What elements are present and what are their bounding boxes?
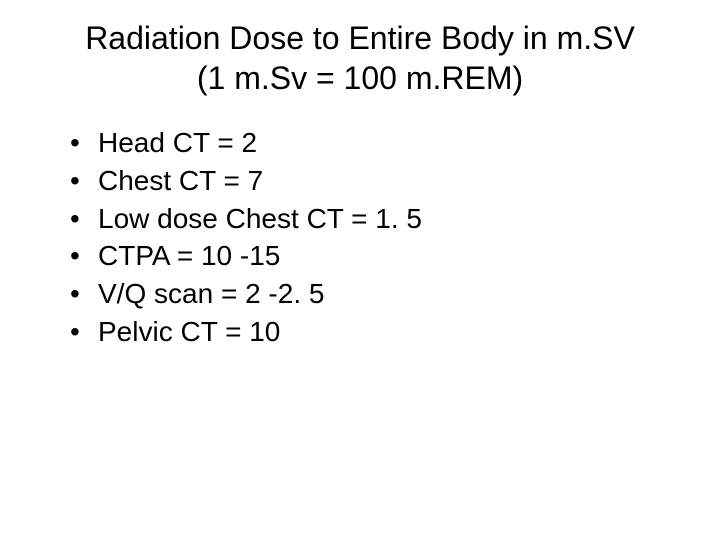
title-line-1: Radiation Dose to Entire Body in m.SV [85,20,635,56]
slide: Radiation Dose to Entire Body in m.SV (1… [0,0,720,540]
title-line-2: (1 m.Sv = 100 m.REM) [197,60,523,96]
list-item: • Chest CT = 7 [70,162,720,200]
slide-title: Radiation Dose to Entire Body in m.SV (1… [40,18,680,98]
list-item: • Head CT = 2 [70,124,720,162]
list-item-text: Pelvic CT = 10 [98,313,280,351]
list-item-text: Chest CT = 7 [98,162,263,200]
bullet-list: • Head CT = 2 • Chest CT = 7 • Low dose … [70,124,720,351]
list-item-text: Low dose Chest CT = 1. 5 [98,200,422,238]
list-item-text: CTPA = 10 -15 [98,237,280,275]
bullet-icon: • [70,275,98,313]
list-item: • Pelvic CT = 10 [70,313,720,351]
bullet-icon: • [70,162,98,200]
bullet-icon: • [70,237,98,275]
list-item-text: V/Q scan = 2 -2. 5 [98,275,324,313]
list-item: • V/Q scan = 2 -2. 5 [70,275,720,313]
list-item-text: Head CT = 2 [98,124,257,162]
list-item: • CTPA = 10 -15 [70,237,720,275]
list-item: • Low dose Chest CT = 1. 5 [70,200,720,238]
bullet-icon: • [70,313,98,351]
bullet-icon: • [70,124,98,162]
bullet-icon: • [70,200,98,238]
